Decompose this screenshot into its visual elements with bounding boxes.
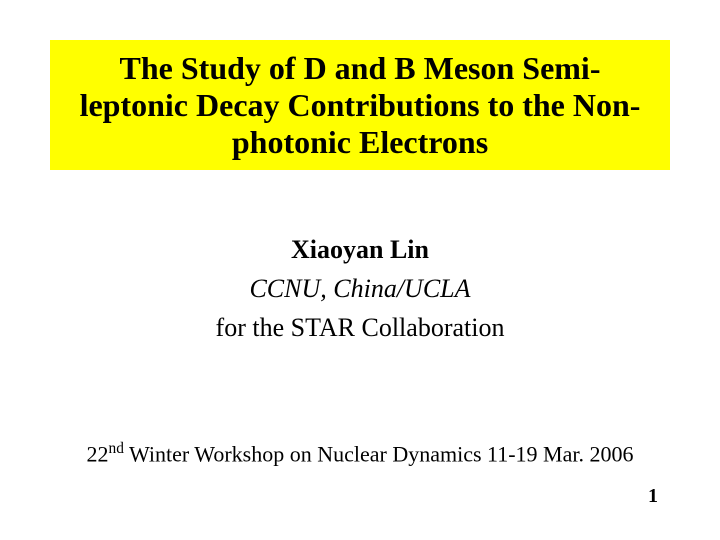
footer-line: 22nd Winter Workshop on Nuclear Dynamics…	[0, 440, 720, 467]
author-collaboration: for the STAR Collaboration	[0, 308, 720, 347]
footer-ordinal: 22	[87, 441, 109, 466]
author-name: Xiaoyan Lin	[0, 230, 720, 269]
title-box: The Study of D and B Meson Semi-leptonic…	[50, 40, 670, 170]
author-affiliation: CCNU, China/UCLA	[0, 269, 720, 308]
author-block: Xiaoyan Lin CCNU, China/UCLA for the STA…	[0, 230, 720, 347]
page-number: 1	[648, 485, 658, 508]
footer-ordinal-suffix: nd	[109, 440, 124, 457]
slide-title: The Study of D and B Meson Semi-leptonic…	[70, 50, 650, 160]
footer-rest: Winter Workshop on Nuclear Dynamics 11-1…	[124, 441, 634, 466]
